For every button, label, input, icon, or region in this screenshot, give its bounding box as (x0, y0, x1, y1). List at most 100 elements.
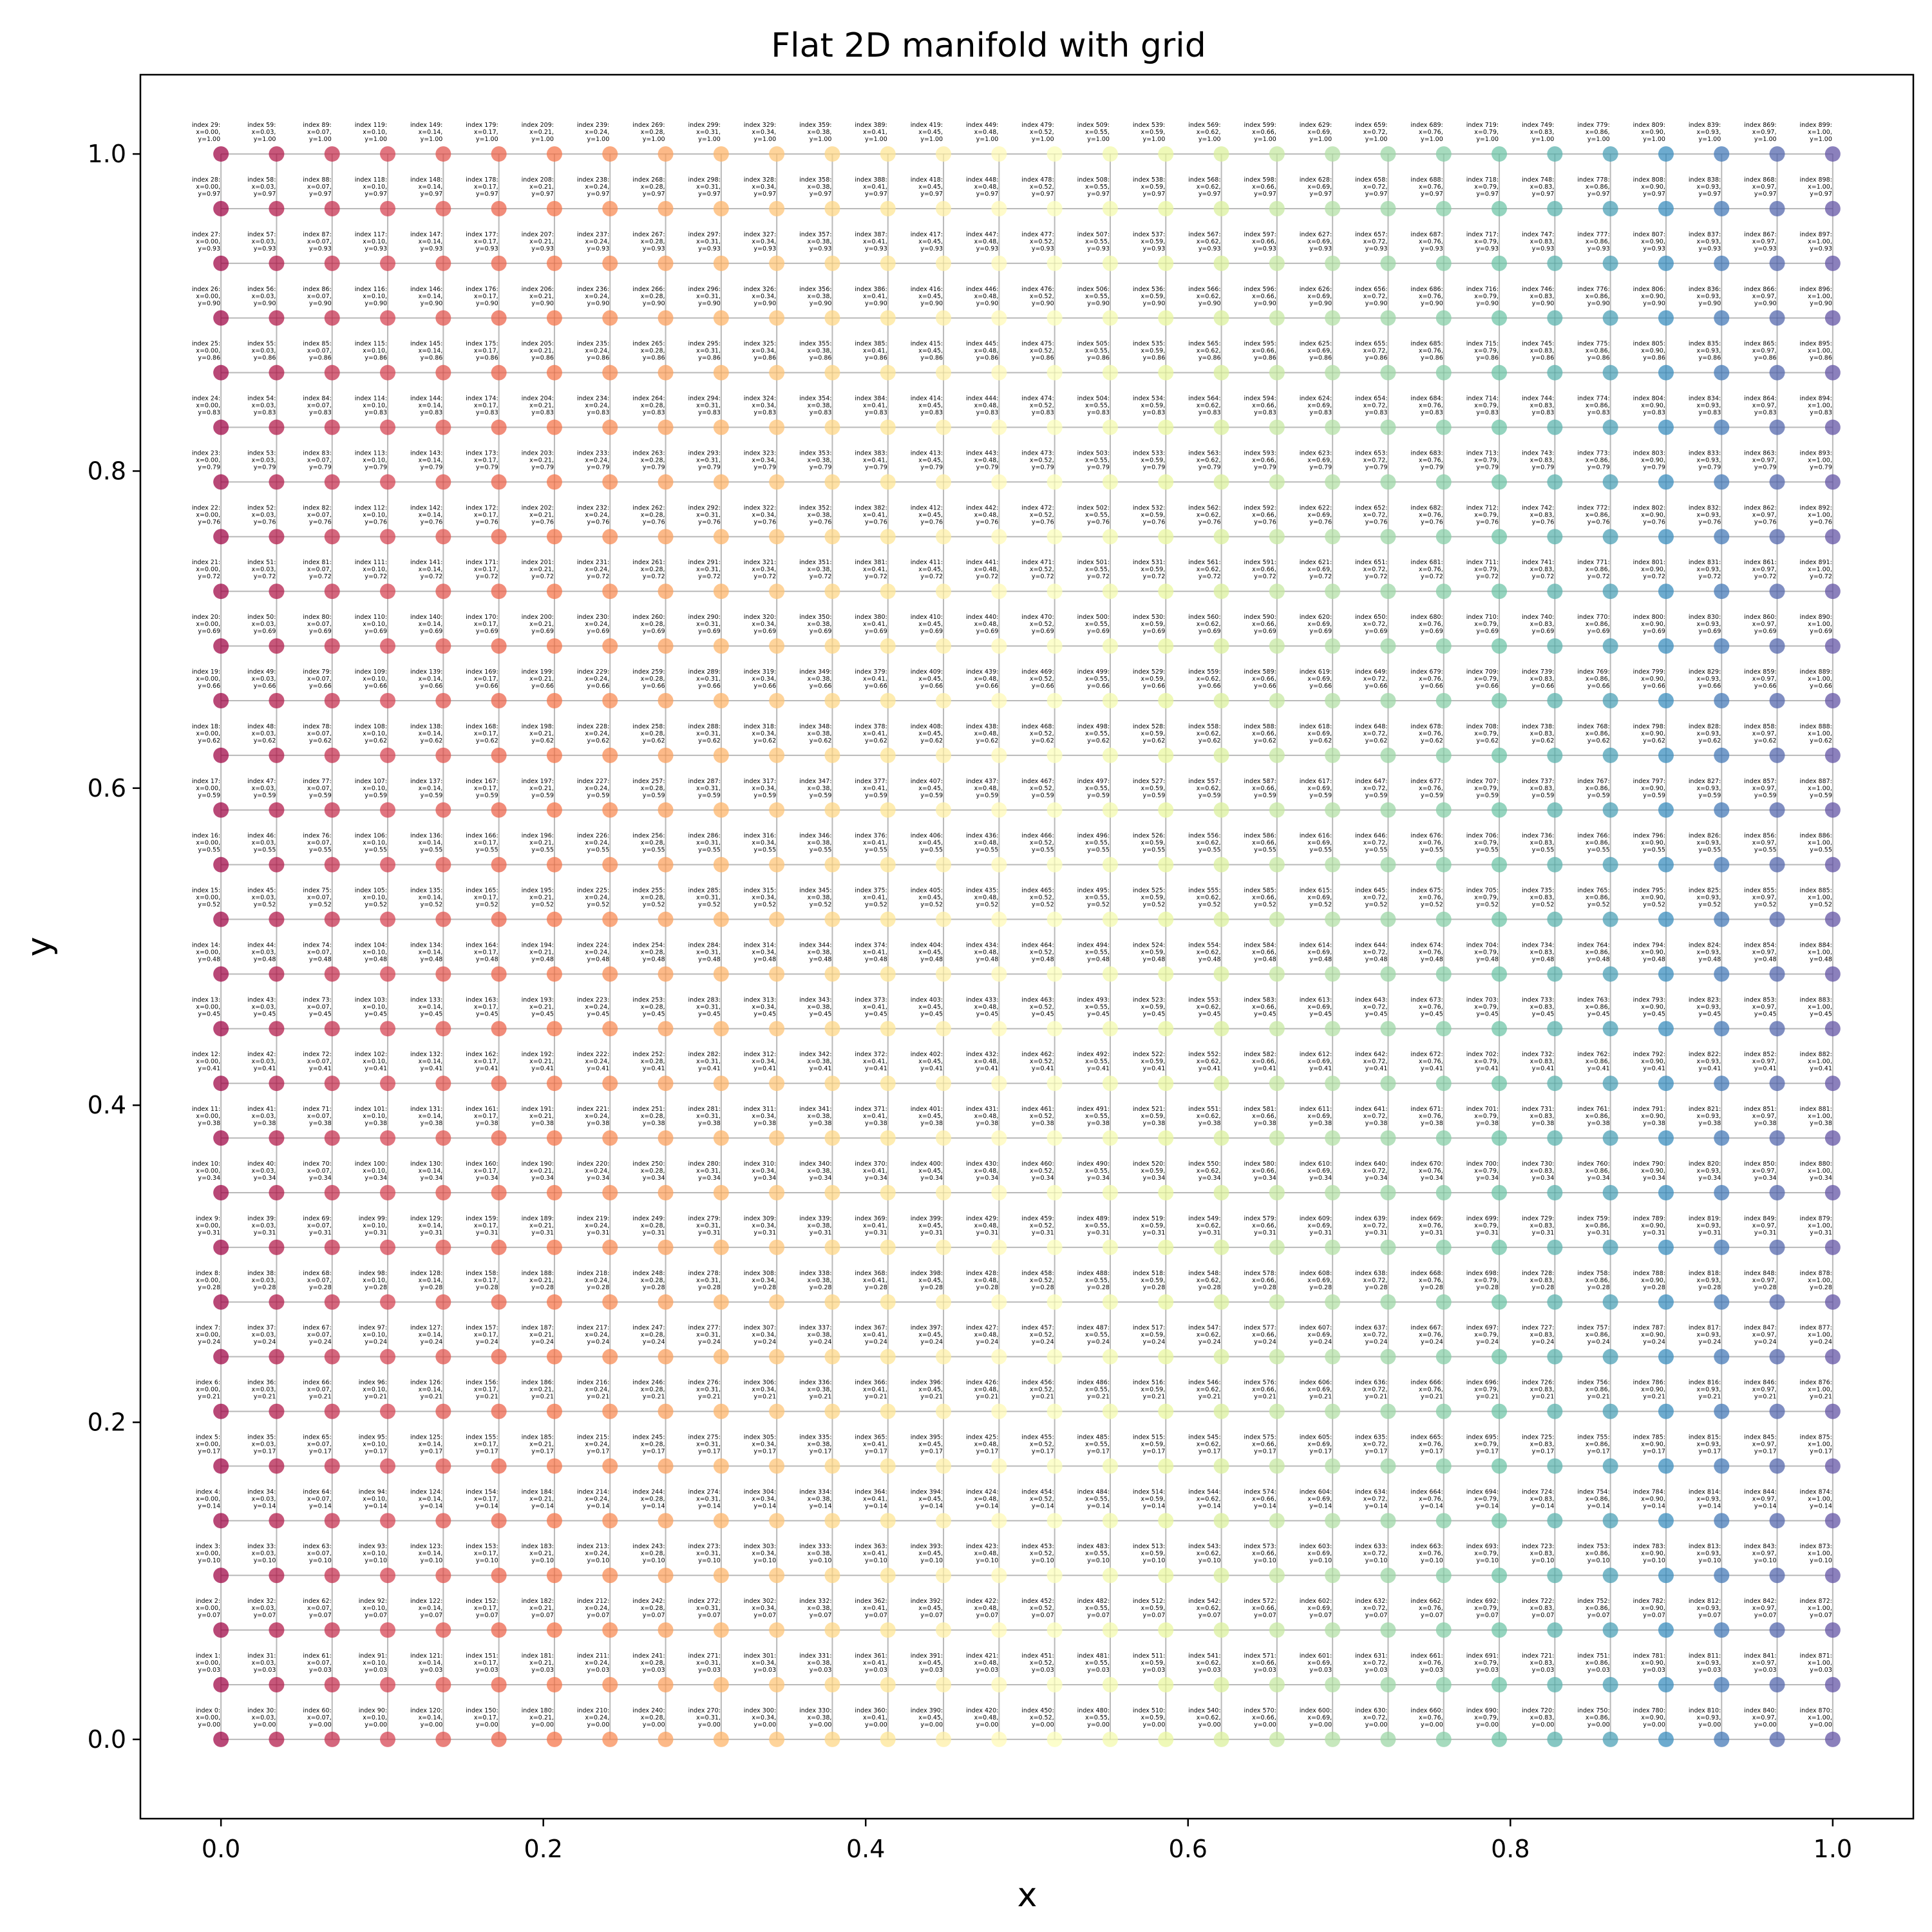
point-label: index 515: x=0.59, y=0.17 (1133, 1434, 1165, 1455)
data-point (269, 1021, 285, 1037)
point-label: index 86: x=0.07, y=0.90 (303, 286, 331, 307)
point-label: index 272: x=0.31, y=0.07 (688, 1598, 721, 1619)
data-point (824, 1403, 840, 1419)
point-label: index 528: x=0.59, y=0.62 (1133, 723, 1165, 744)
point-label: index 757: x=0.86, y=0.24 (1577, 1325, 1609, 1346)
point-label: index 251: x=0.28, y=0.38 (632, 1106, 665, 1127)
point-label: index 490: x=0.55, y=0.34 (1077, 1160, 1110, 1182)
point-label: index 857: x=0.97, y=0.59 (1744, 778, 1776, 799)
point-label: index 56: x=0.03, y=0.90 (247, 286, 276, 307)
data-point (824, 638, 840, 654)
data-point (1213, 911, 1229, 927)
x-axis-ticks: 0.0 0.2 0.4 0.6 0.8 1.0 (202, 1819, 1852, 1863)
data-point (324, 802, 340, 818)
point-label: index 110: x=0.10, y=0.69 (355, 614, 387, 635)
data-point (324, 1021, 340, 1037)
point-label: index 81: x=0.07, y=0.72 (303, 559, 331, 580)
point-label: index 792: x=0.90, y=0.41 (1633, 1051, 1665, 1072)
point-label: index 604: x=0.69, y=0.14 (1300, 1488, 1332, 1510)
data-point (1046, 200, 1063, 216)
point-label: index 186: x=0.21, y=0.21 (522, 1379, 554, 1401)
data-point (713, 802, 729, 818)
data-point (602, 638, 618, 654)
point-label: index 585: x=0.66, y=0.52 (1244, 887, 1276, 909)
data-point (1380, 1294, 1396, 1310)
point-label: index 765: x=0.86, y=0.52 (1577, 887, 1609, 909)
point-label: index 504: x=0.55, y=0.83 (1077, 395, 1110, 417)
data-point (769, 1622, 785, 1638)
data-point (1769, 310, 1785, 326)
data-point (1714, 529, 1730, 545)
data-point (1547, 1075, 1563, 1092)
data-point (269, 583, 285, 600)
data-point (1547, 365, 1563, 381)
data-point (1269, 1294, 1285, 1310)
data-point (1602, 802, 1618, 818)
data-point (269, 1130, 285, 1146)
data-point (713, 146, 729, 162)
point-label: index 777: x=0.86, y=0.93 (1577, 231, 1609, 252)
point-label: index 860: x=0.97, y=0.69 (1744, 614, 1776, 635)
point-label: index 90: x=0.10, y=0.00 (359, 1707, 387, 1728)
point-label: index 609: x=0.69, y=0.31 (1300, 1215, 1332, 1236)
data-point (713, 1021, 729, 1037)
point-label: index 495: x=0.55, y=0.52 (1077, 887, 1110, 909)
data-point (1602, 1075, 1618, 1092)
point-label: index 831: x=0.93, y=0.72 (1689, 559, 1721, 580)
data-point (1213, 365, 1229, 381)
point-label: index 115: x=0.10, y=0.86 (355, 341, 387, 362)
point-label: index 162: x=0.17, y=0.41 (466, 1051, 498, 1072)
data-point (1158, 474, 1174, 490)
data-point (991, 1294, 1007, 1310)
data-point (1547, 1185, 1563, 1201)
data-point (1547, 1130, 1563, 1146)
point-label: index 423: x=0.48, y=0.10 (966, 1543, 998, 1564)
data-point (936, 1513, 952, 1529)
data-point (1602, 365, 1618, 381)
point-label: index 99: x=0.10, y=0.31 (359, 1215, 387, 1236)
data-point (546, 255, 562, 271)
point-label: index 265: x=0.28, y=0.86 (632, 341, 665, 362)
data-point (546, 638, 562, 654)
data-point (1325, 747, 1341, 763)
data-point (1824, 1677, 1841, 1693)
data-point (324, 419, 340, 435)
data-point (880, 857, 896, 873)
data-point (1492, 1567, 1508, 1584)
data-point (1380, 255, 1396, 271)
point-label: index 862: x=0.97, y=0.76 (1744, 504, 1776, 526)
data-point (1213, 1075, 1229, 1092)
point-label: index 28: x=0.00, y=0.97 (192, 176, 220, 198)
data-point (824, 1622, 840, 1638)
data-point (769, 747, 785, 763)
point-label: index 729: x=0.83, y=0.31 (1522, 1215, 1554, 1236)
data-point (1769, 802, 1785, 818)
point-label: index 253: x=0.28, y=0.45 (632, 996, 665, 1018)
data-point (269, 638, 285, 654)
data-point (769, 1677, 785, 1693)
point-label: index 14: x=0.00, y=0.48 (192, 942, 220, 963)
data-point (380, 911, 396, 927)
data-point (324, 747, 340, 763)
point-label: index 154: x=0.17, y=0.14 (466, 1488, 498, 1510)
point-label: index 1: x=0.00, y=0.03 (196, 1653, 220, 1674)
data-point (1769, 583, 1785, 600)
data-point (991, 255, 1007, 271)
point-label: index 228: x=0.24, y=0.62 (577, 723, 609, 744)
point-label: index 474: x=0.52, y=0.83 (1021, 395, 1054, 417)
data-point (435, 1567, 451, 1584)
point-label: index 22: x=0.00, y=0.76 (192, 504, 220, 526)
point-label: index 373: x=0.41, y=0.45 (855, 996, 887, 1018)
data-point (936, 857, 952, 873)
data-point (658, 911, 674, 927)
data-point (658, 1185, 674, 1201)
data-point (1269, 529, 1285, 545)
point-label: index 51: x=0.03, y=0.72 (247, 559, 276, 580)
data-point (1824, 1513, 1841, 1529)
data-point (1213, 1021, 1229, 1037)
point-label: index 676: x=0.76, y=0.55 (1410, 833, 1443, 854)
point-label: index 8: x=0.00, y=0.28 (196, 1270, 220, 1291)
point-label: index 447: x=0.48, y=0.93 (966, 231, 998, 252)
data-point (1046, 583, 1063, 600)
point-label: index 741: x=0.83, y=0.72 (1522, 559, 1554, 580)
